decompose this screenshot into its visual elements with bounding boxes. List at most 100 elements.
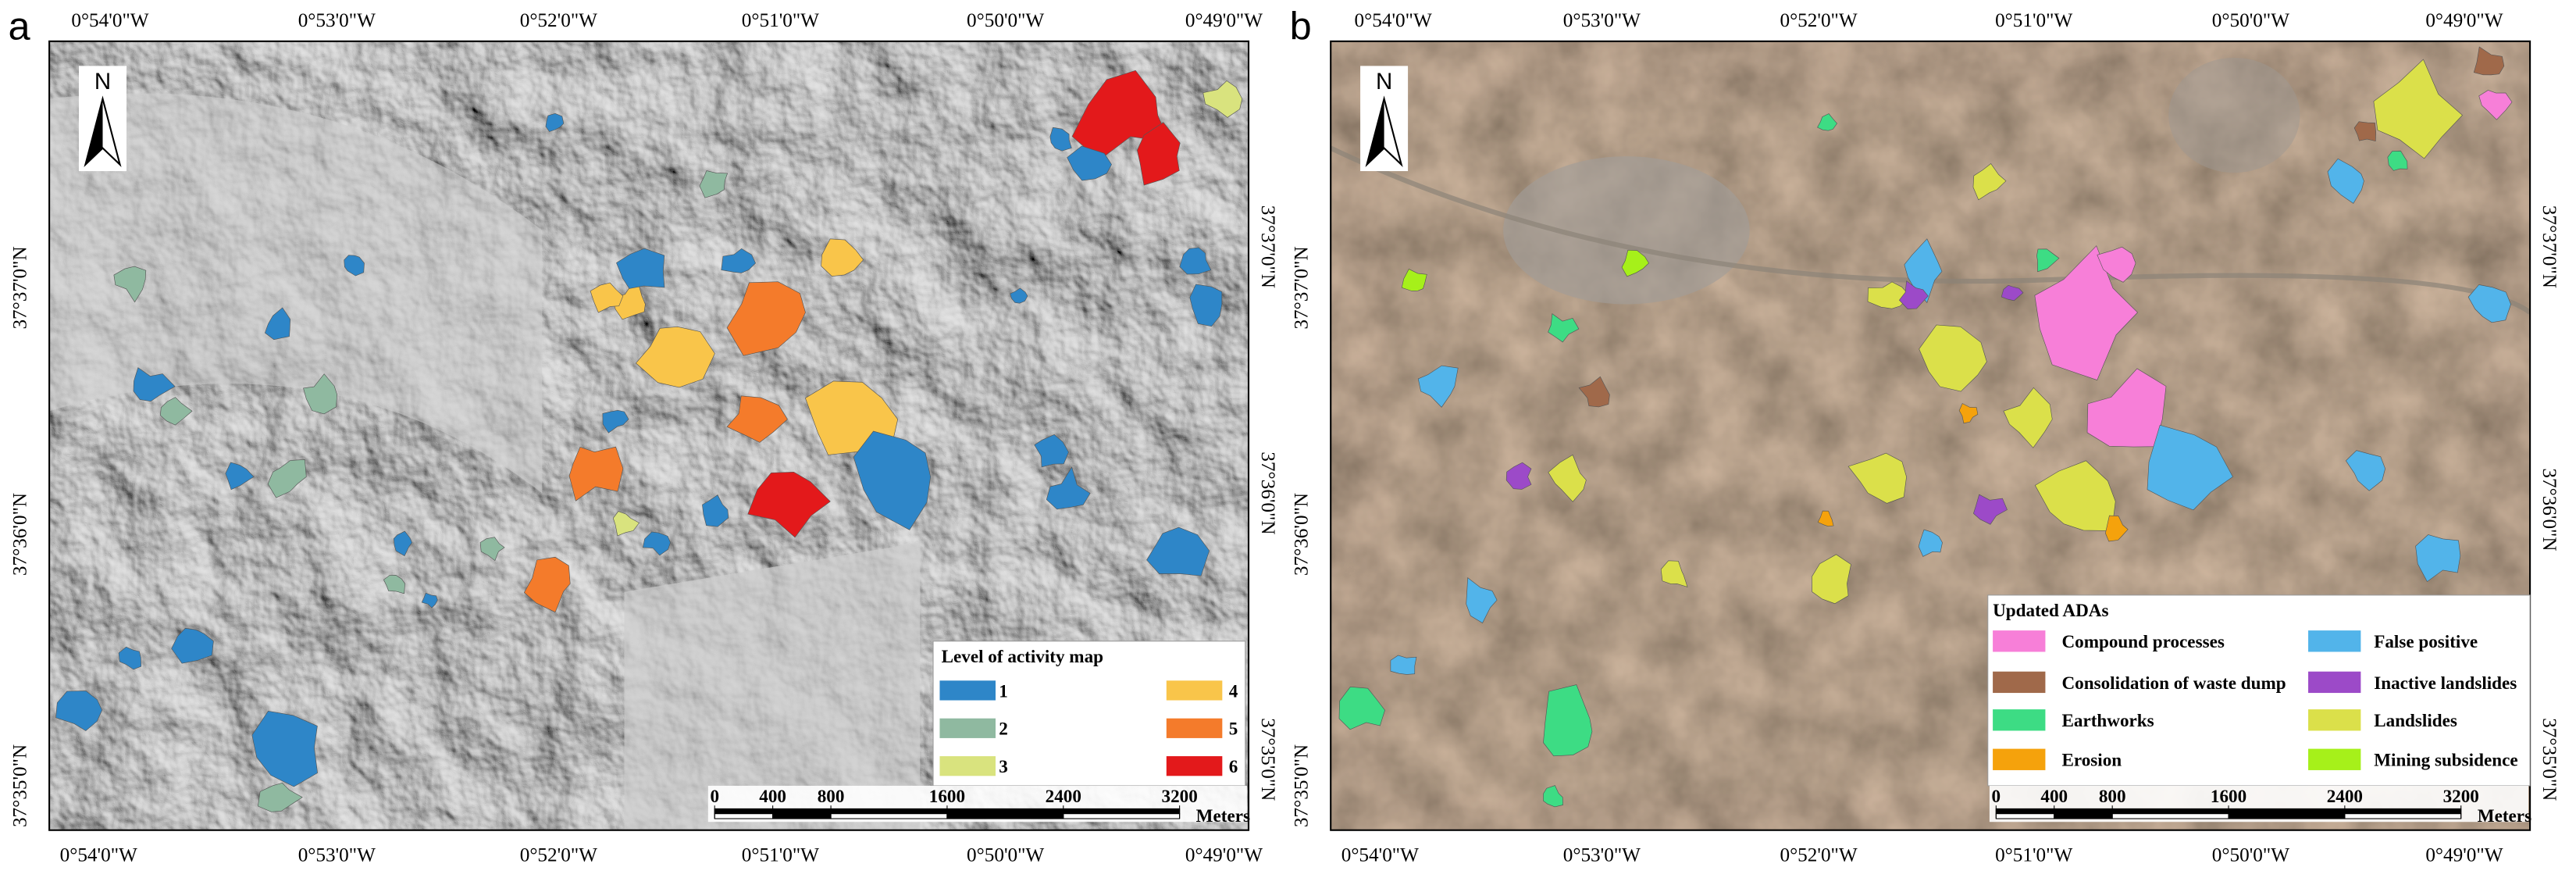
map-polygon	[1338, 686, 1385, 730]
bottom-axis-label: 0°50'0"W	[2212, 845, 2289, 866]
map-polygon	[383, 574, 405, 594]
top-axis-label: 0°53'0"W	[1563, 10, 1641, 31]
map-polygon	[1847, 452, 1907, 504]
scale-label: 800	[818, 787, 845, 807]
top-axis-label: 0°51'0"W	[1995, 10, 2072, 31]
map-polygon	[225, 462, 255, 491]
map-polygon	[2415, 534, 2461, 583]
bottom-axis-label: 0°50'0"W	[967, 845, 1044, 866]
map-polygon	[1202, 80, 1243, 118]
hillshade	[49, 41, 1249, 830]
map-polygon	[1146, 526, 1210, 576]
scale-segment	[1995, 808, 2055, 815]
left-axis-label: 37°35'0"N	[1292, 744, 1313, 827]
legend-swatch	[2308, 748, 2361, 770]
left-axis-label: 37°35'0"N	[10, 744, 31, 827]
bottom-axis-label: 0°51'0"W	[1995, 845, 2072, 866]
scale-label: 2400	[1046, 787, 1081, 807]
bottom-axis-label: 0°49'0"W	[1185, 845, 1263, 866]
legend-swatch	[1993, 630, 2046, 652]
map-polygon	[726, 281, 806, 356]
map-polygon	[1812, 554, 1851, 605]
scale-label: 1600	[929, 787, 965, 807]
scale-segment	[2344, 808, 2462, 815]
scale-segment	[2344, 813, 2462, 819]
map-polygon	[2345, 450, 2385, 491]
legend-label: 3	[999, 757, 1008, 777]
map-polygon	[2353, 121, 2376, 142]
scale-segment	[2111, 808, 2229, 815]
map-polygon	[612, 511, 640, 537]
map-polygon	[1867, 281, 1911, 309]
bottom-axis-label: 0°52'0"W	[1780, 845, 1857, 866]
left-axis-label: 37°36'0"N	[10, 493, 31, 576]
map-polygon	[267, 459, 307, 498]
map-polygon	[1543, 785, 1563, 808]
map-polygon	[421, 592, 438, 609]
scale-segment	[772, 813, 832, 819]
top-axis-label: 0°49'0"W	[1185, 10, 1263, 31]
scale-segment	[830, 813, 948, 819]
right-axis-label: 37°35'0"N	[1257, 718, 1278, 801]
scale-label: 3200	[1162, 787, 1198, 807]
scale-label: 800	[2099, 787, 2126, 807]
map-polygon	[2034, 460, 2116, 531]
bottom-axis-label: 0°52'0"W	[520, 845, 597, 866]
map-polygon	[1898, 280, 1929, 309]
map-polygon	[2086, 368, 2167, 448]
bottom-axis-label: 0°49'0"W	[2425, 845, 2503, 866]
map-polygon	[1972, 163, 2007, 201]
map-polygon	[113, 266, 147, 303]
map-polygon	[2327, 158, 2364, 204]
legend-swatch	[1993, 709, 2046, 731]
map-polygon	[479, 537, 505, 562]
legend-swatch	[1166, 718, 1223, 738]
map-polygon	[1046, 466, 1091, 510]
scale-label: 1600	[2211, 787, 2246, 807]
scale-segment	[2054, 813, 2113, 819]
map-polygon	[602, 409, 629, 434]
bottom-axis-label: 0°53'0"W	[298, 845, 376, 866]
right-axis-label: 37°36'0"N	[1257, 451, 1278, 534]
map-polygon	[1621, 249, 1649, 277]
map-polygon	[2478, 90, 2513, 120]
map-polygon	[721, 248, 756, 273]
legend-label: Mining subsidence	[2374, 751, 2517, 771]
top-axis-label: 0°54'0"W	[1355, 10, 1432, 31]
map-polygon	[1137, 122, 1181, 186]
scale-segment	[946, 808, 1064, 815]
panel-letter: b	[1290, 4, 1312, 48]
top-axis-label: 0°52'0"W	[520, 10, 597, 31]
legend-swatch	[2308, 671, 2361, 694]
map-polygon	[1817, 113, 1838, 131]
legend-label: 1	[999, 681, 1008, 701]
map-polygon	[747, 471, 831, 538]
map-polygon	[133, 367, 176, 402]
top-axis-label: 0°53'0"W	[298, 10, 376, 31]
north-label: N	[1376, 69, 1392, 95]
map-polygon	[1919, 324, 1987, 392]
map-polygon	[2036, 248, 2060, 273]
scale-segment	[2228, 808, 2346, 815]
left-axis-label: 37°37'0"N	[1292, 246, 1313, 329]
map-polygon	[1505, 462, 1532, 490]
map-polygon	[303, 373, 337, 415]
map-polygon	[1548, 454, 1587, 502]
map-polygon	[699, 170, 729, 198]
frame-a	[48, 40, 1250, 831]
map-polygon	[2001, 284, 2024, 302]
map-polygon	[2097, 246, 2136, 283]
legend-label: False positive	[2374, 632, 2478, 652]
legend-box	[1987, 594, 2531, 787]
legend-swatch	[2308, 630, 2361, 652]
map-polygon	[1010, 287, 1028, 304]
map-polygon	[702, 494, 729, 527]
right-axis-label: 37°36'0"N	[2539, 468, 2560, 551]
legend-label: 4	[1229, 681, 1238, 701]
top-axis-label: 0°51'0"W	[742, 10, 819, 31]
map-polygon	[1390, 655, 1417, 675]
map-polygon	[1466, 577, 1498, 623]
top-axis-label: 0°50'0"W	[967, 10, 1044, 31]
legend-label: Erosion	[2061, 751, 2122, 771]
legend-swatch	[1993, 748, 2046, 770]
